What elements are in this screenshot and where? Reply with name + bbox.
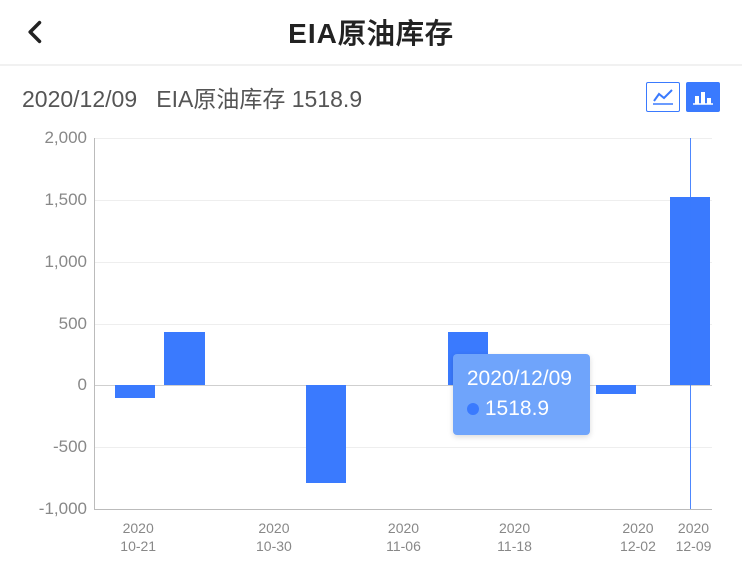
gridline bbox=[95, 262, 712, 263]
gridline bbox=[95, 447, 712, 448]
bar[interactable] bbox=[596, 385, 636, 394]
chart-plot[interactable]: -1,000-50005001,0001,5002,000202010-2120… bbox=[94, 138, 712, 510]
x-axis-label: 202012-09 bbox=[658, 520, 728, 555]
highlight-line bbox=[690, 138, 691, 509]
x-axis-label: 202010-21 bbox=[103, 520, 173, 555]
y-axis-label: 1,500 bbox=[23, 190, 87, 210]
y-axis-label: 0 bbox=[23, 375, 87, 395]
tooltip: 2020/12/09 1518.9 bbox=[453, 354, 590, 435]
summary-value: 1518.9 bbox=[292, 86, 362, 112]
selected-summary: 2020/12/09 EIA原油库存 1518.9 bbox=[22, 80, 362, 114]
gridline bbox=[95, 138, 712, 139]
gridline bbox=[95, 324, 712, 325]
x-axis-label: 202011-06 bbox=[369, 520, 439, 555]
page-title: EIA原油库存 bbox=[288, 12, 454, 52]
y-axis-label: 2,000 bbox=[23, 128, 87, 148]
tooltip-date: 2020/12/09 bbox=[467, 364, 572, 393]
back-button[interactable] bbox=[22, 18, 54, 50]
tooltip-dot-icon bbox=[467, 403, 479, 415]
bar-chart-button[interactable] bbox=[686, 82, 720, 112]
summary-date: 2020/12/09 bbox=[22, 86, 137, 112]
bar[interactable] bbox=[164, 332, 204, 385]
y-axis-label: 1,000 bbox=[23, 252, 87, 272]
tooltip-value: 1518.9 bbox=[485, 397, 549, 420]
y-axis-label: -1,000 bbox=[23, 499, 87, 519]
chart-area[interactable]: -1,000 -500 0 500 1,000 1,500 2,000 202010-21 20… bbox=[20, 128, 722, 568]
x-axis-label: 202010-30 bbox=[239, 520, 309, 555]
chart-type-toggle bbox=[646, 82, 720, 112]
tooltip-value-row: 1518.9 bbox=[467, 394, 572, 423]
x-axis-label: 202011-18 bbox=[480, 520, 550, 555]
bar[interactable] bbox=[115, 385, 155, 397]
y-axis-label: -500 bbox=[23, 437, 87, 457]
bar[interactable] bbox=[306, 385, 346, 483]
line-chart-button[interactable] bbox=[646, 82, 680, 112]
gridline bbox=[95, 200, 712, 201]
y-axis-label: 500 bbox=[23, 314, 87, 334]
summary-label: EIA原油库存 bbox=[156, 86, 285, 112]
